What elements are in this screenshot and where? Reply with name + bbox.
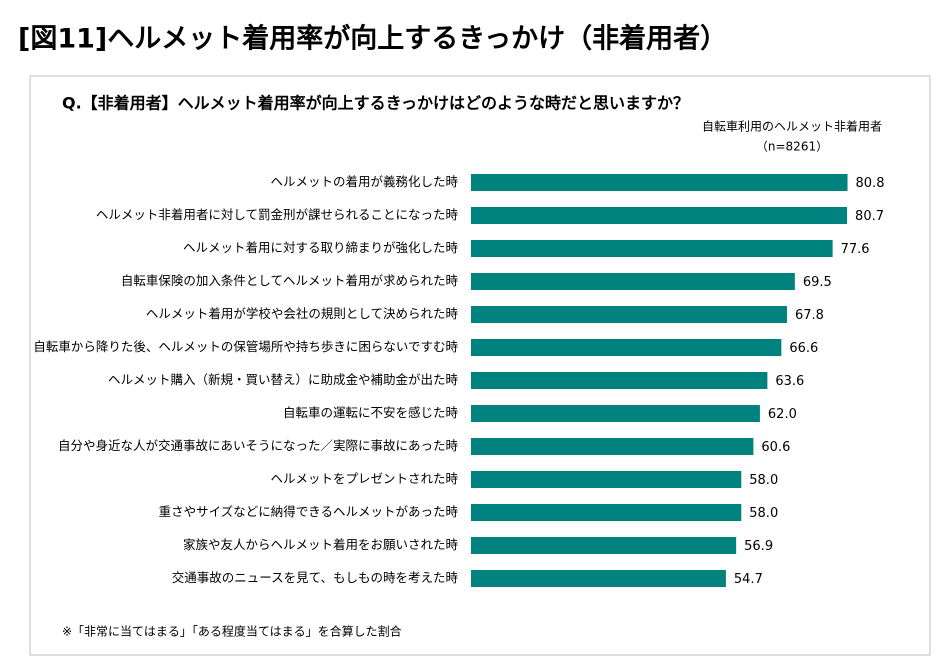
- category-label: 重さやサイズなどに納得できるヘルメットがあった時: [159, 504, 459, 519]
- frame: [29, 75, 931, 656]
- bar: [471, 372, 768, 389]
- category-label: ヘルメット非着用者に対して罰金刑が課せられることになった時: [96, 207, 459, 222]
- category-label: 交通事故のニュースを見て、もしもの時を考えた時: [172, 570, 459, 585]
- value-label: 77.6: [841, 242, 870, 257]
- sample-size: （n=8261）: [756, 140, 828, 154]
- series-label: 自転車利用のヘルメット非着用者: [702, 119, 882, 134]
- bar: [471, 537, 737, 554]
- value-label: 80.7: [855, 209, 884, 224]
- bar: [471, 339, 782, 356]
- category-label: ヘルメット購入（新規・買い替え）に助成金や補助金が出た時: [108, 372, 459, 387]
- value-label: 80.8: [856, 176, 885, 191]
- bar: [471, 174, 848, 191]
- bar: [471, 504, 742, 521]
- question: Q.【非着用者】ヘルメット着用率が向上するきっかけはどのような時だと思いますか？: [62, 94, 689, 113]
- chart-title: [図11]ヘルメット着用率が向上するきっかけ（非着用者）: [18, 23, 727, 55]
- category-label: 家族や友人からヘルメット着用をお願いされた時: [183, 537, 459, 552]
- value-label: 67.8: [795, 308, 824, 323]
- bar: [471, 273, 795, 290]
- value-label: 58.0: [749, 506, 778, 521]
- bar: [471, 471, 742, 488]
- value-label: 54.7: [734, 572, 763, 587]
- value-label: 66.6: [789, 341, 818, 356]
- category-label: ヘルメット着用が学校や会社の規則として決められた時: [146, 306, 459, 321]
- category-label: ヘルメットの着用が義務化した時: [270, 174, 458, 189]
- category-label: ヘルメット着用に対する取り締まりが強化した時: [183, 240, 459, 255]
- category-label: ヘルメットをプレゼントされた時: [270, 471, 458, 486]
- bar: [471, 240, 833, 257]
- footnote: ※「非常に当てはまる」「ある程度当てはまる」を合算した割合: [62, 624, 402, 639]
- category-label: 自転車の運転に不安を感じた時: [283, 405, 459, 420]
- value-label: 69.5: [803, 275, 832, 290]
- value-label: 58.0: [749, 473, 778, 488]
- bar: [471, 570, 726, 587]
- bar: [471, 438, 754, 455]
- value-label: 56.9: [744, 539, 773, 554]
- bar: [471, 207, 848, 224]
- category-label: 自分や身近な人が交通事故にあいそうになった／実際に事故にあった時: [58, 438, 459, 453]
- bar: [471, 306, 787, 323]
- bar: [471, 405, 760, 422]
- value-label: 63.6: [775, 374, 804, 389]
- category-label: 自転車保険の加入条件としてヘルメット着用が求められた時: [121, 273, 459, 288]
- value-label: 60.6: [761, 440, 790, 455]
- value-label: 62.0: [768, 407, 797, 422]
- category-label: 自転車から降りた後、ヘルメットの保管場所や持ち歩きに困らないですむ時: [33, 339, 458, 354]
